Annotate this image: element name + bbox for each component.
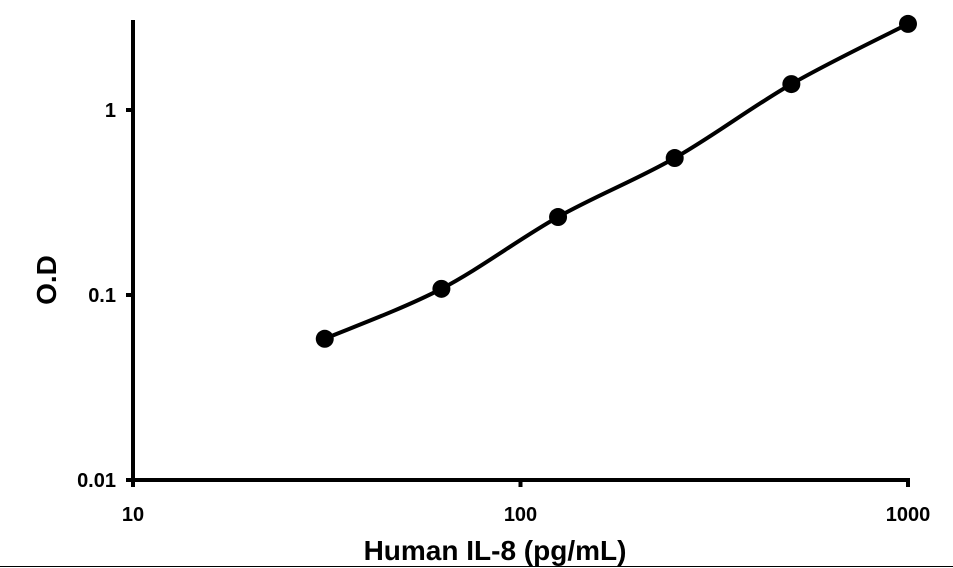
data-layer <box>315 14 917 348</box>
y-tick-label: 0.1 <box>88 285 116 307</box>
y-tick-label: 0.01 <box>77 470 116 492</box>
x-tick-label: 1000 <box>886 504 931 526</box>
data-point <box>315 329 334 348</box>
data-point <box>782 75 801 94</box>
x-tick-label: 100 <box>504 504 537 526</box>
series-line <box>323 22 909 341</box>
data-point <box>549 208 568 227</box>
data-point <box>899 14 917 33</box>
x-axis-label: Human IL-8 (pg/mL) <box>364 535 627 566</box>
data-point <box>665 149 684 168</box>
data-point <box>432 279 451 298</box>
y-axis-label: O.D <box>31 255 62 305</box>
y-tick-label: 1 <box>105 100 116 122</box>
ticks: 10 100 1000 0.01 0.1 1 <box>77 100 930 526</box>
x-tick-label: 10 <box>122 504 144 526</box>
